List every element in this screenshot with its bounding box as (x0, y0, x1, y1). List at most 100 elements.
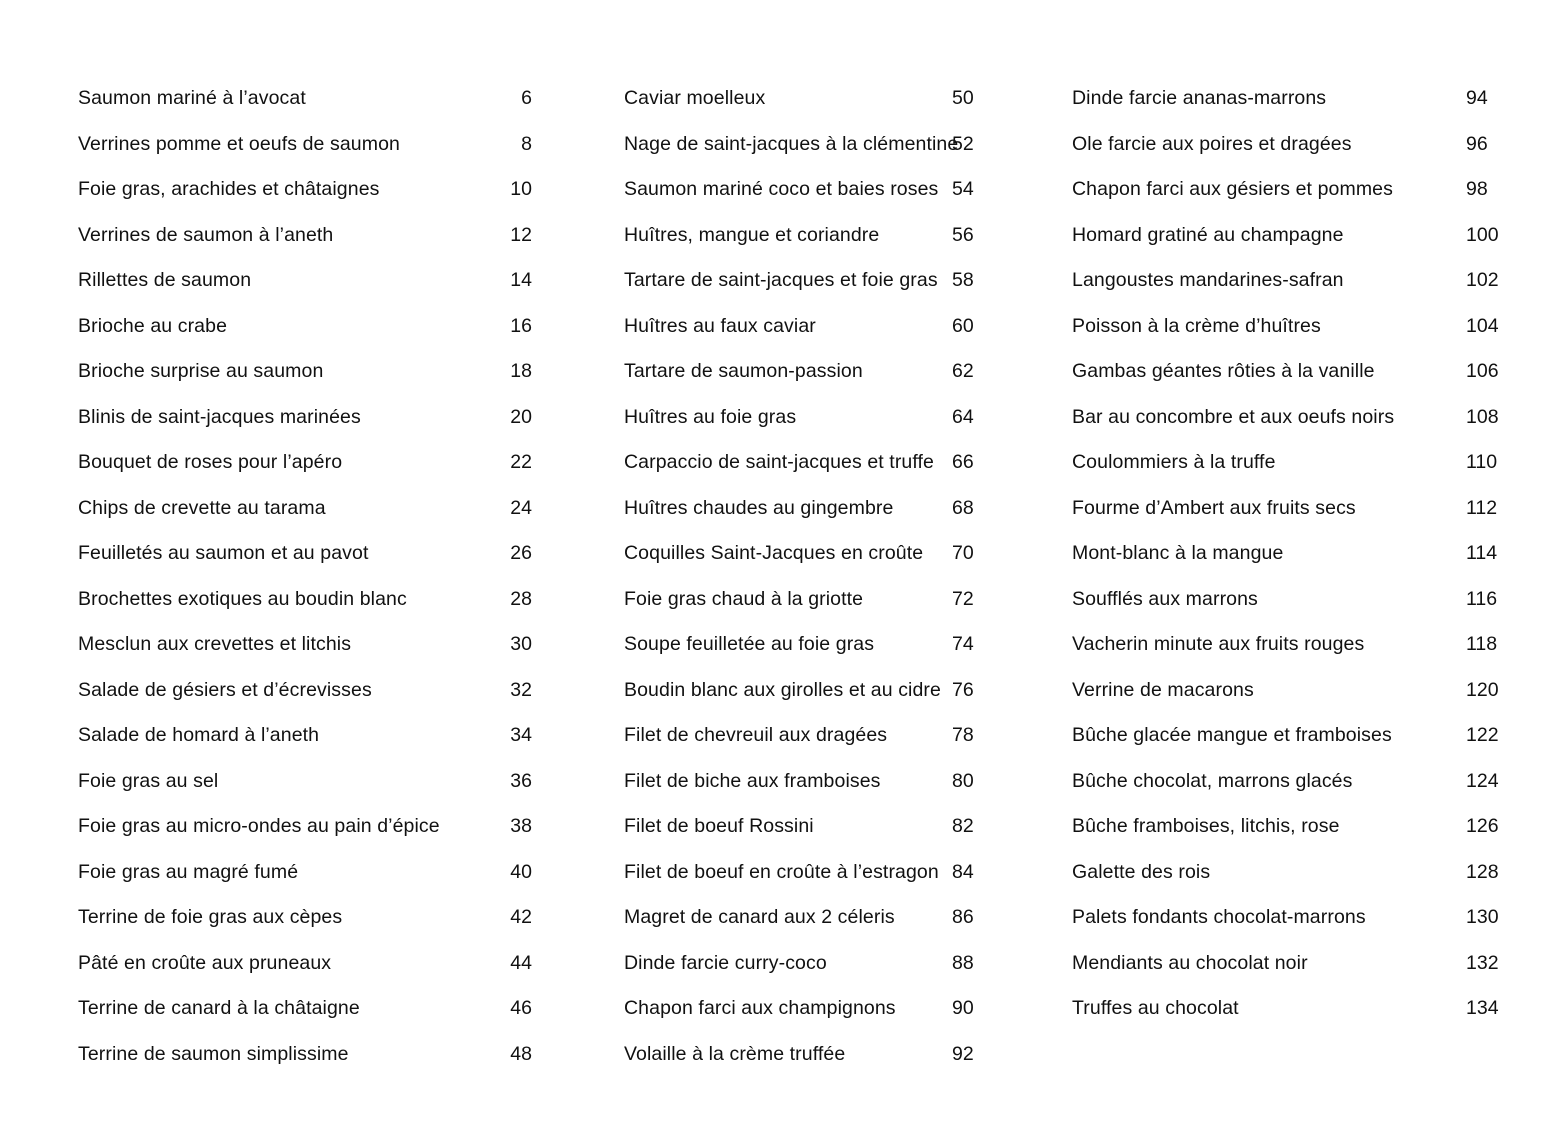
toc-entry-title: Huîtres, mangue et coriandre (624, 223, 880, 246)
toc-entry-page-number: 22 (510, 451, 532, 473)
toc-entry-title: Bouquet de roses pour l’apéro (78, 451, 343, 473)
toc-entry[interactable]: Foie gras, arachides et châtaignes 10 (78, 167, 532, 213)
toc-entry[interactable]: Foie gras chaud à la griotte 72 (624, 577, 996, 623)
toc-entry[interactable]: Langoustes mandarines-safran 102 (1072, 258, 1499, 304)
toc-entry[interactable]: Verrine de macarons 120 (1072, 668, 1499, 714)
toc-entry[interactable]: Vacherin minute aux fruits rouges 118 (1072, 622, 1497, 668)
toc-entry[interactable]: Brioche au crabe 16 (78, 304, 532, 350)
toc-entry-title: Homard gratiné au champagne (1072, 223, 1344, 246)
toc-entry[interactable]: Volaille à la crème truffée 92 (624, 1032, 996, 1078)
toc-entry-title: Dinde farcie curry-coco (624, 951, 827, 974)
toc-entry[interactable]: Verrines de saumon à l’aneth 12 (78, 213, 532, 259)
toc-entry-title: Filet de boeuf en croûte à l’estragon (624, 860, 939, 883)
toc-entry[interactable]: Foie gras au sel 36 (78, 759, 532, 805)
toc-entry-title: Mont-blanc à la mangue (1072, 542, 1284, 564)
toc-entry-page-number: 86 (952, 906, 974, 928)
toc-entry[interactable]: Chapon farci aux champignons 90 (624, 986, 996, 1032)
toc-entry[interactable]: Huîtres chaudes au gingembre 68 (624, 486, 996, 532)
toc-entry[interactable]: Dinde farcie curry-coco 88 (624, 941, 996, 987)
toc-entry-page-number: 40 (510, 860, 532, 883)
toc-entry-page-number: 84 (952, 860, 974, 883)
toc-entry-page-number: 102 (1466, 269, 1499, 291)
toc-entry[interactable]: Blinis de saint-jacques marinées 20 (78, 395, 532, 441)
toc-entry[interactable]: Carpaccio de saint-jacques et truffe 66 (624, 440, 996, 486)
toc-entry[interactable]: Mont-blanc à la mangue 114 (1072, 531, 1497, 577)
toc-entry[interactable]: Filet de boeuf en croûte à l’estragon 84 (624, 850, 996, 896)
toc-entry[interactable]: Truffes au chocolat 134 (1072, 986, 1499, 1032)
toc-entry[interactable]: Bûche framboises, litchis, rose 126 (1072, 804, 1499, 850)
toc-entry[interactable]: Huîtres au foie gras 64 (624, 395, 996, 441)
toc-entry[interactable]: Boudin blanc aux girolles et au cidre 76 (624, 668, 996, 714)
toc-entry-title: Terrine de foie gras aux cèpes (78, 906, 343, 928)
toc-entry[interactable]: Foie gras au micro-ondes au pain d’épice… (78, 804, 532, 850)
toc-entry-title: Ole farcie aux poires et dragées (1072, 132, 1352, 155)
toc-entry[interactable]: Terrine de foie gras aux cèpes 42 (78, 895, 532, 941)
toc-entry-title: Saumon mariné à l’avocat (78, 87, 306, 109)
toc-entry-title: Brioche surprise au saumon (78, 360, 324, 382)
toc-entry[interactable]: Rillettes de saumon 14 (78, 258, 532, 304)
toc-entry-page-number: 90 (952, 997, 974, 1019)
toc-entry-title: Chapon farci aux gésiers et pommes (1072, 178, 1393, 200)
toc-entry[interactable]: Caviar moelleux 50 (624, 76, 996, 122)
toc-entry-title: Foie gras chaud à la griotte (624, 587, 864, 610)
toc-entry-title: Gambas géantes rôties à la vanille (1072, 360, 1375, 382)
toc-entry[interactable]: Homard gratiné au champagne 100 (1072, 213, 1499, 259)
toc-entry-page-number: 96 (1466, 132, 1488, 155)
toc-entry[interactable]: Bouquet de roses pour l’apéro 22 (78, 440, 532, 486)
toc-entry-title: Poisson à la crème d’huîtres (1072, 314, 1321, 337)
toc-entry[interactable]: Mesclun aux crevettes et litchis 30 (78, 622, 532, 668)
toc-entry[interactable]: Terrine de canard à la châtaigne 46 (78, 986, 532, 1032)
toc-entry[interactable]: Dinde farcie ananas-marrons 94 (1072, 76, 1492, 122)
toc-entry[interactable]: Coquilles Saint-Jacques en croûte 70 (624, 531, 996, 577)
toc-entry[interactable]: Bûche chocolat, marrons glacés 124 (1072, 759, 1499, 805)
toc-entry-page-number: 34 (510, 724, 532, 746)
toc-entry[interactable]: Mendiants au chocolat noir 132 (1072, 941, 1499, 987)
toc-entry-page-number: 62 (952, 360, 974, 382)
toc-column: Saumon mariné à l’avocat 6 Verrines pomme … (78, 76, 532, 1077)
toc-entry[interactable]: Nage de saint-jacques à la clémentine 52 (624, 122, 996, 168)
toc-entry[interactable]: Chapon farci aux gésiers et pommes 98 (1072, 167, 1492, 213)
toc-entry[interactable]: Salade de gésiers et d’écrevisses 32 (78, 668, 532, 714)
toc-entry-page-number: 36 (510, 769, 532, 792)
toc-entry[interactable]: Galette des rois 128 (1072, 850, 1499, 896)
toc-entry[interactable]: Gambas géantes rôties à la vanille 106 (1072, 349, 1499, 395)
toc-entry[interactable]: Fourme d’Ambert aux fruits secs 112 (1072, 486, 1497, 532)
toc-entry[interactable]: Poisson à la crème d’huîtres 104 (1072, 304, 1499, 350)
toc-entry[interactable]: Palets fondants chocolat-marrons 130 (1072, 895, 1499, 941)
toc-entry[interactable]: Saumon mariné coco et baies roses 54 (624, 167, 996, 213)
toc-entry[interactable]: Brochettes exotiques au boudin blanc 28 (78, 577, 532, 623)
toc-entry[interactable]: Foie gras au magré fumé 40 (78, 850, 532, 896)
toc-entry-title: Magret de canard aux 2 céleris (624, 906, 895, 928)
toc-entry[interactable]: Soupe feuilletée au foie gras 74 (624, 622, 996, 668)
toc-entry[interactable]: Tartare de saumon-passion 62 (624, 349, 996, 395)
toc-entry[interactable]: Coulommiers à la truffe 110 (1072, 440, 1497, 486)
toc-entry-page-number: 128 (1466, 860, 1499, 883)
toc-entry-title: Foie gras au sel (78, 769, 219, 792)
toc-entry[interactable]: Filet de boeuf Rossini 82 (624, 804, 996, 850)
toc-entry[interactable]: Huîtres, mangue et coriandre 56 (624, 213, 996, 259)
toc-entry-title: Huîtres au foie gras (624, 405, 797, 428)
toc-entry[interactable]: Salade de homard à l’aneth 34 (78, 713, 532, 759)
toc-entry[interactable]: Filet de chevreuil aux dragées 78 (624, 713, 996, 759)
toc-entry[interactable]: Terrine de saumon simplissime 48 (78, 1032, 532, 1078)
toc-entry[interactable]: Soufflés aux marrons 116 (1072, 577, 1497, 623)
toc-entry[interactable]: Saumon mariné à l’avocat 6 (78, 76, 532, 122)
toc-entry[interactable]: Bar au concombre et aux oeufs noirs 108 (1072, 395, 1499, 441)
toc-entry[interactable]: Filet de biche aux framboises 80 (624, 759, 996, 805)
toc-entry-page-number: 50 (952, 87, 974, 109)
toc-entry[interactable]: Magret de canard aux 2 céleris 86 (624, 895, 996, 941)
toc-entry-page-number: 54 (952, 178, 974, 200)
toc-entry[interactable]: Tartare de saint-jacques et foie gras 58 (624, 258, 996, 304)
toc-entry[interactable]: Bûche glacée mangue et framboises 122 (1072, 713, 1499, 759)
toc-entry[interactable]: Brioche surprise au saumon 18 (78, 349, 532, 395)
toc-entry[interactable]: Pâté en croûte aux pruneaux 44 (78, 941, 532, 987)
toc-entry[interactable]: Feuilletés au saumon et au pavot 26 (78, 531, 532, 577)
toc-entry[interactable]: Ole farcie aux poires et dragées 96 (1072, 122, 1492, 168)
toc-entry[interactable]: Chips de crevette au tarama 24 (78, 486, 532, 532)
toc-entry-title: Chips de crevette au tarama (78, 496, 326, 519)
toc-entry-page-number: 122 (1466, 724, 1499, 746)
toc-entry-page-number: 26 (510, 542, 532, 564)
toc-entry[interactable]: Verrines pomme et oeufs de saumon 8 (78, 122, 532, 168)
toc-entry[interactable]: Huîtres au faux caviar 60 (624, 304, 996, 350)
